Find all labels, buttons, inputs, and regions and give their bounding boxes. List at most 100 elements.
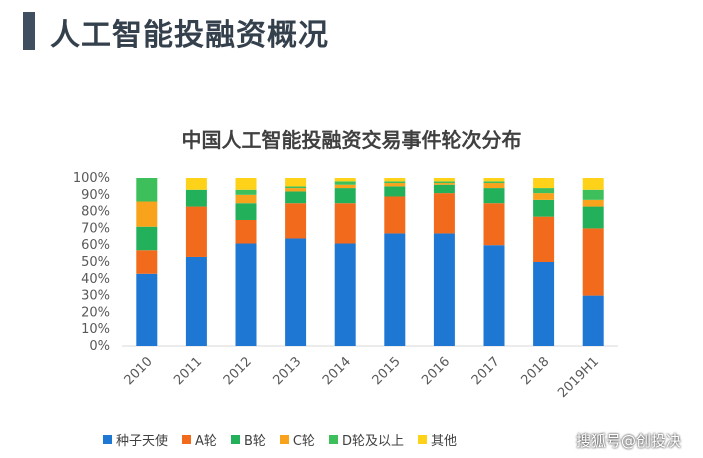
legend-swatch (103, 435, 113, 444)
watermark: 搜狐号@创投决 (575, 432, 681, 450)
legend-swatch (328, 435, 338, 444)
bar-segment (334, 188, 356, 204)
bar-segment (533, 178, 555, 189)
bar-segment (334, 184, 356, 189)
bar-segment (483, 245, 505, 346)
bar-segment (483, 183, 505, 189)
x-tick-label: 2017 (469, 354, 503, 388)
legend-label: A轮 (195, 434, 217, 449)
bar-segment (384, 196, 406, 234)
y-tick-label: 30% (81, 289, 110, 304)
legend-item: 种子天使 (103, 430, 168, 449)
bar-segment (533, 216, 555, 262)
bar-segment (433, 184, 455, 194)
legend-swatch (417, 435, 427, 444)
bar-segment (136, 273, 158, 346)
bar-segment (136, 250, 158, 274)
y-tick-label: 60% (81, 238, 110, 253)
legend-label: B轮 (243, 434, 266, 449)
bar-segment (384, 233, 406, 346)
bar-segment (533, 262, 555, 346)
bar-segment (582, 295, 604, 346)
bar-segment (235, 194, 257, 204)
legend-swatch (230, 435, 240, 444)
bar-segment (285, 238, 307, 346)
header-accent-bar (23, 12, 35, 50)
y-tick-label: 90% (81, 188, 110, 203)
bar-segment (136, 178, 158, 202)
y-tick-label: 0% (89, 339, 110, 354)
chart-title: 中国人工智能投融资交易事件轮次分布 (181, 128, 522, 152)
bar-segment (235, 203, 257, 220)
y-tick-label: 20% (81, 305, 110, 320)
y-tick-label: 70% (81, 221, 110, 236)
bar-segment (136, 226, 158, 251)
legend-item: A轮 (182, 430, 217, 449)
page-header: 人工智能投融资概况 (0, 0, 703, 62)
bar-segment (285, 191, 307, 204)
legend-label: C轮 (292, 434, 315, 449)
x-tick-label: 2012 (221, 354, 255, 388)
page-title: 人工智能投融资概况 (50, 18, 329, 53)
bar-segment (235, 178, 257, 190)
bar-segment (136, 201, 158, 227)
bar-segment (582, 199, 604, 207)
bar-segment (433, 193, 455, 234)
legend-item: 其他 (417, 430, 457, 449)
bar-segment (185, 178, 207, 190)
bar-segment (235, 189, 257, 195)
bar-segment (433, 178, 455, 182)
bar-segment (582, 228, 604, 296)
bar-segment (433, 233, 455, 346)
x-tick-label: 2016 (419, 354, 453, 388)
bar-segment (185, 206, 207, 257)
legend-item: B轮 (230, 430, 266, 449)
legend-item: C轮 (279, 430, 315, 449)
bar-segment (533, 199, 555, 217)
stacked-bar-chart: 0% 10% 20%30% 40% 50% 60% 70%80% 90% 100% 2010 201… (73, 171, 618, 401)
legend-label: D轮及以上 (341, 434, 404, 449)
legend-label: 种子天使 (116, 434, 169, 449)
bar-segment (533, 188, 555, 194)
bar-segment (433, 181, 455, 184)
bar-segment (185, 256, 207, 346)
x-tick-label: 2018 (518, 354, 552, 388)
bar-segment (235, 220, 257, 244)
bar-segment (533, 193, 555, 200)
bar-segment (483, 203, 505, 246)
chart-legend: 种子天使 A轮 B轮 C轮 D轮及以上 其他 (0, 430, 560, 449)
y-tick-label: 80% (81, 205, 110, 220)
bar-segment (334, 178, 356, 182)
x-tick-label: 2015 (370, 354, 404, 388)
bar-segment (285, 186, 307, 189)
x-tick-label: 2010 (122, 354, 156, 388)
bar-segment (185, 189, 207, 207)
bar-segment (384, 186, 406, 197)
bar-segment (285, 178, 307, 187)
legend-swatch (182, 435, 192, 444)
bar-segment (483, 178, 505, 182)
bar-segment (235, 243, 257, 346)
bar-segment (433, 183, 455, 185)
bar-segment (334, 243, 356, 346)
y-tick-label: 40% (81, 272, 110, 287)
bar-segment (285, 188, 307, 192)
x-tick-label: 2011 (171, 354, 205, 388)
legend-label: 其他 (430, 434, 457, 449)
bar-segment (582, 189, 604, 200)
x-tick-label: 2019H1 (555, 354, 602, 401)
y-tick-label: 50% (81, 255, 110, 270)
x-tick-label: 2013 (270, 354, 304, 388)
bar-segment (582, 206, 604, 229)
bar-segment (384, 181, 406, 184)
bar-segment (384, 183, 406, 187)
bar-segment (483, 188, 505, 204)
bar-segment (334, 181, 356, 185)
bar-segment (334, 203, 356, 244)
legend-item: D轮及以上 (328, 430, 404, 449)
y-tick-label: 100% (73, 171, 110, 186)
y-tick-label: 10% (81, 322, 110, 337)
bar-segment (483, 181, 505, 184)
legend-swatch (279, 435, 289, 444)
bar-segment (285, 203, 307, 239)
